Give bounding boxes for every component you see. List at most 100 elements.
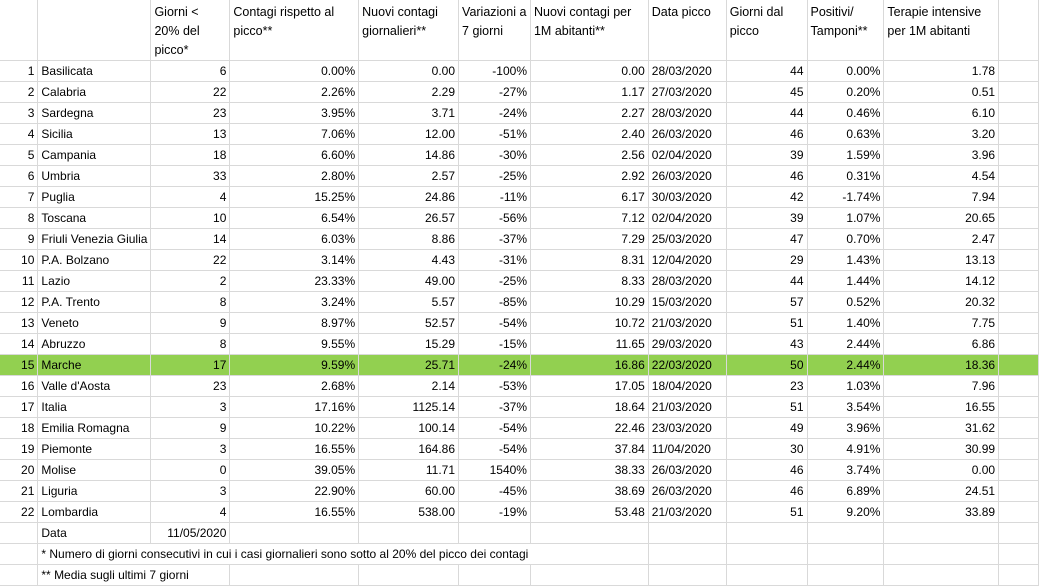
per1m-cell[interactable]: 7.29 [530, 228, 649, 250]
ti-cell[interactable]: 24.51 [883, 480, 1000, 502]
region-cell[interactable]: Valle d'Aosta [37, 375, 152, 397]
empty-cell[interactable] [998, 501, 1039, 523]
ti-cell[interactable]: 0.51 [883, 81, 1000, 103]
contagi-cell[interactable]: 2.80% [229, 165, 360, 187]
per1m-cell[interactable]: 22.46 [530, 417, 649, 439]
per1m-cell[interactable]: 8.33 [530, 270, 649, 292]
footer-note-row[interactable]: ** Media sugli ultimi 7 giorni [0, 564, 1039, 586]
per1m-cell[interactable]: 11.65 [530, 333, 649, 355]
pos-cell[interactable]: 0.00% [807, 60, 885, 82]
region-cell[interactable]: Basilicata [37, 60, 152, 82]
region-cell[interactable]: Sardegna [37, 102, 152, 124]
region-cell[interactable]: Calabria [37, 81, 152, 103]
giorni-cell[interactable]: 4 [150, 501, 231, 523]
table-row[interactable]: 9 Friuli Venezia Giulia 14 6.03% 8.86 -37% 7.2… [0, 228, 1039, 250]
var-cell[interactable]: -45% [458, 480, 531, 502]
var-cell[interactable]: -25% [458, 165, 531, 187]
empty-cell[interactable] [998, 165, 1039, 187]
giorni-cell[interactable]: 14 [150, 228, 231, 250]
giorni-cell[interactable]: 17 [150, 354, 231, 376]
empty-cell[interactable] [998, 228, 1039, 250]
empty-cell[interactable] [998, 291, 1039, 313]
data-cell[interactable]: 30/03/2020 [648, 186, 727, 208]
data-value-cell[interactable]: 11/05/2020 [150, 522, 231, 544]
column-header-data-picco-header[interactable]: Data picco [648, 0, 727, 61]
ti-cell[interactable]: 7.75 [883, 312, 1000, 334]
empty-cell[interactable] [648, 564, 727, 586]
dal-cell[interactable]: 44 [726, 60, 808, 82]
data-cell[interactable]: 26/03/2020 [648, 165, 727, 187]
empty-cell[interactable] [998, 354, 1039, 376]
table-row[interactable]: 14 Abruzzo 8 9.55% 15.29 -15% 11.65 29/03/2020 4… [0, 333, 1039, 355]
giorni-cell[interactable]: 33 [150, 165, 231, 187]
contagi-cell[interactable]: 6.54% [229, 207, 360, 229]
pos-cell[interactable]: 0.63% [807, 123, 885, 145]
ti-cell[interactable]: 20.32 [883, 291, 1000, 313]
pos-cell[interactable]: -1.74% [807, 186, 885, 208]
empty-cell[interactable] [726, 543, 808, 565]
data-cell[interactable]: 21/03/2020 [648, 396, 727, 418]
dal-cell[interactable]: 43 [726, 333, 808, 355]
contagi-cell[interactable]: 3.14% [229, 249, 360, 271]
pos-cell[interactable]: 6.89% [807, 480, 885, 502]
empty-cell[interactable] [0, 522, 39, 544]
pos-cell[interactable]: 3.54% [807, 396, 885, 418]
contagi-cell[interactable]: 17.16% [229, 396, 360, 418]
dal-cell[interactable]: 46 [726, 459, 808, 481]
nuovi-cell[interactable]: 25.71 [358, 354, 460, 376]
pos-cell[interactable]: 2.44% [807, 333, 885, 355]
dal-cell[interactable]: 46 [726, 480, 808, 502]
data-label-cell[interactable]: Data [37, 522, 152, 544]
data-cell[interactable]: 28/03/2020 [648, 102, 727, 124]
ti-cell[interactable]: 4.54 [883, 165, 1000, 187]
giorni-cell[interactable]: 2 [150, 270, 231, 292]
data-cell[interactable]: 28/03/2020 [648, 270, 727, 292]
pos-cell[interactable]: 0.46% [807, 102, 885, 124]
giorni-cell[interactable]: 9 [150, 312, 231, 334]
empty-cell[interactable] [998, 396, 1039, 418]
column-header-giorni-dal-picco-header[interactable]: Giorni dal picco [726, 0, 808, 61]
data-cell[interactable]: 26/03/2020 [648, 459, 727, 481]
giorni-cell[interactable]: 3 [150, 480, 231, 502]
region-cell[interactable]: Italia [37, 396, 152, 418]
nuovi-cell[interactable]: 8.86 [358, 228, 460, 250]
table-row[interactable]: 13 Veneto 9 8.97% 52.57 -54% 10.72 21/03/2020 51… [0, 312, 1039, 334]
dal-cell[interactable]: 44 [726, 270, 808, 292]
empty-cell[interactable] [998, 123, 1039, 145]
var-cell[interactable]: -25% [458, 270, 531, 292]
nuovi-cell[interactable]: 15.29 [358, 333, 460, 355]
giorni-cell[interactable]: 23 [150, 102, 231, 124]
dal-cell[interactable]: 57 [726, 291, 808, 313]
empty-cell[interactable] [807, 522, 885, 544]
dal-cell[interactable]: 39 [726, 207, 808, 229]
giorni-cell[interactable]: 3 [150, 396, 231, 418]
dal-cell[interactable]: 49 [726, 417, 808, 439]
data-cell[interactable]: 21/03/2020 [648, 501, 727, 523]
footnote-media[interactable]: ** Media sugli ultimi 7 giorni [37, 564, 231, 586]
giorni-cell[interactable]: 22 [150, 249, 231, 271]
empty-cell[interactable] [998, 144, 1039, 166]
pos-cell[interactable]: 0.31% [807, 165, 885, 187]
empty-cell[interactable] [998, 543, 1039, 565]
footer-note-row[interactable]: * Numero di giorni consecutivi in cui i … [0, 543, 1039, 565]
nuovi-cell[interactable]: 49.00 [358, 270, 460, 292]
empty-cell[interactable] [0, 543, 39, 565]
var-cell[interactable]: -100% [458, 60, 531, 82]
table-row[interactable]: 22 Lombardia 4 16.55% 538.00 -19% 53.48 21/03/2… [0, 501, 1039, 523]
nuovi-cell[interactable]: 2.57 [358, 165, 460, 187]
region-cell[interactable]: Campania [37, 144, 152, 166]
ti-cell[interactable]: 13.13 [883, 249, 1000, 271]
dal-cell[interactable]: 46 [726, 123, 808, 145]
empty-cell[interactable] [998, 375, 1039, 397]
empty-cell[interactable] [229, 522, 360, 544]
table-row[interactable]: 7 Puglia 4 15.25% 24.86 -11% 6.17 30/03/2020 42-… [0, 186, 1039, 208]
region-cell[interactable]: Piemonte [37, 438, 152, 460]
giorni-cell[interactable]: 13 [150, 123, 231, 145]
table-row[interactable]: 2 Calabria 22 2.26% 2.29 -27% 1.17 27/03/2020 45… [0, 81, 1039, 103]
pos-cell[interactable]: 9.20% [807, 501, 885, 523]
region-cell[interactable]: Puglia [37, 186, 152, 208]
contagi-cell[interactable]: 0.00% [229, 60, 360, 82]
data-cell[interactable]: 02/04/2020 [648, 207, 727, 229]
pos-cell[interactable]: 0.70% [807, 228, 885, 250]
dal-cell[interactable]: 51 [726, 312, 808, 334]
